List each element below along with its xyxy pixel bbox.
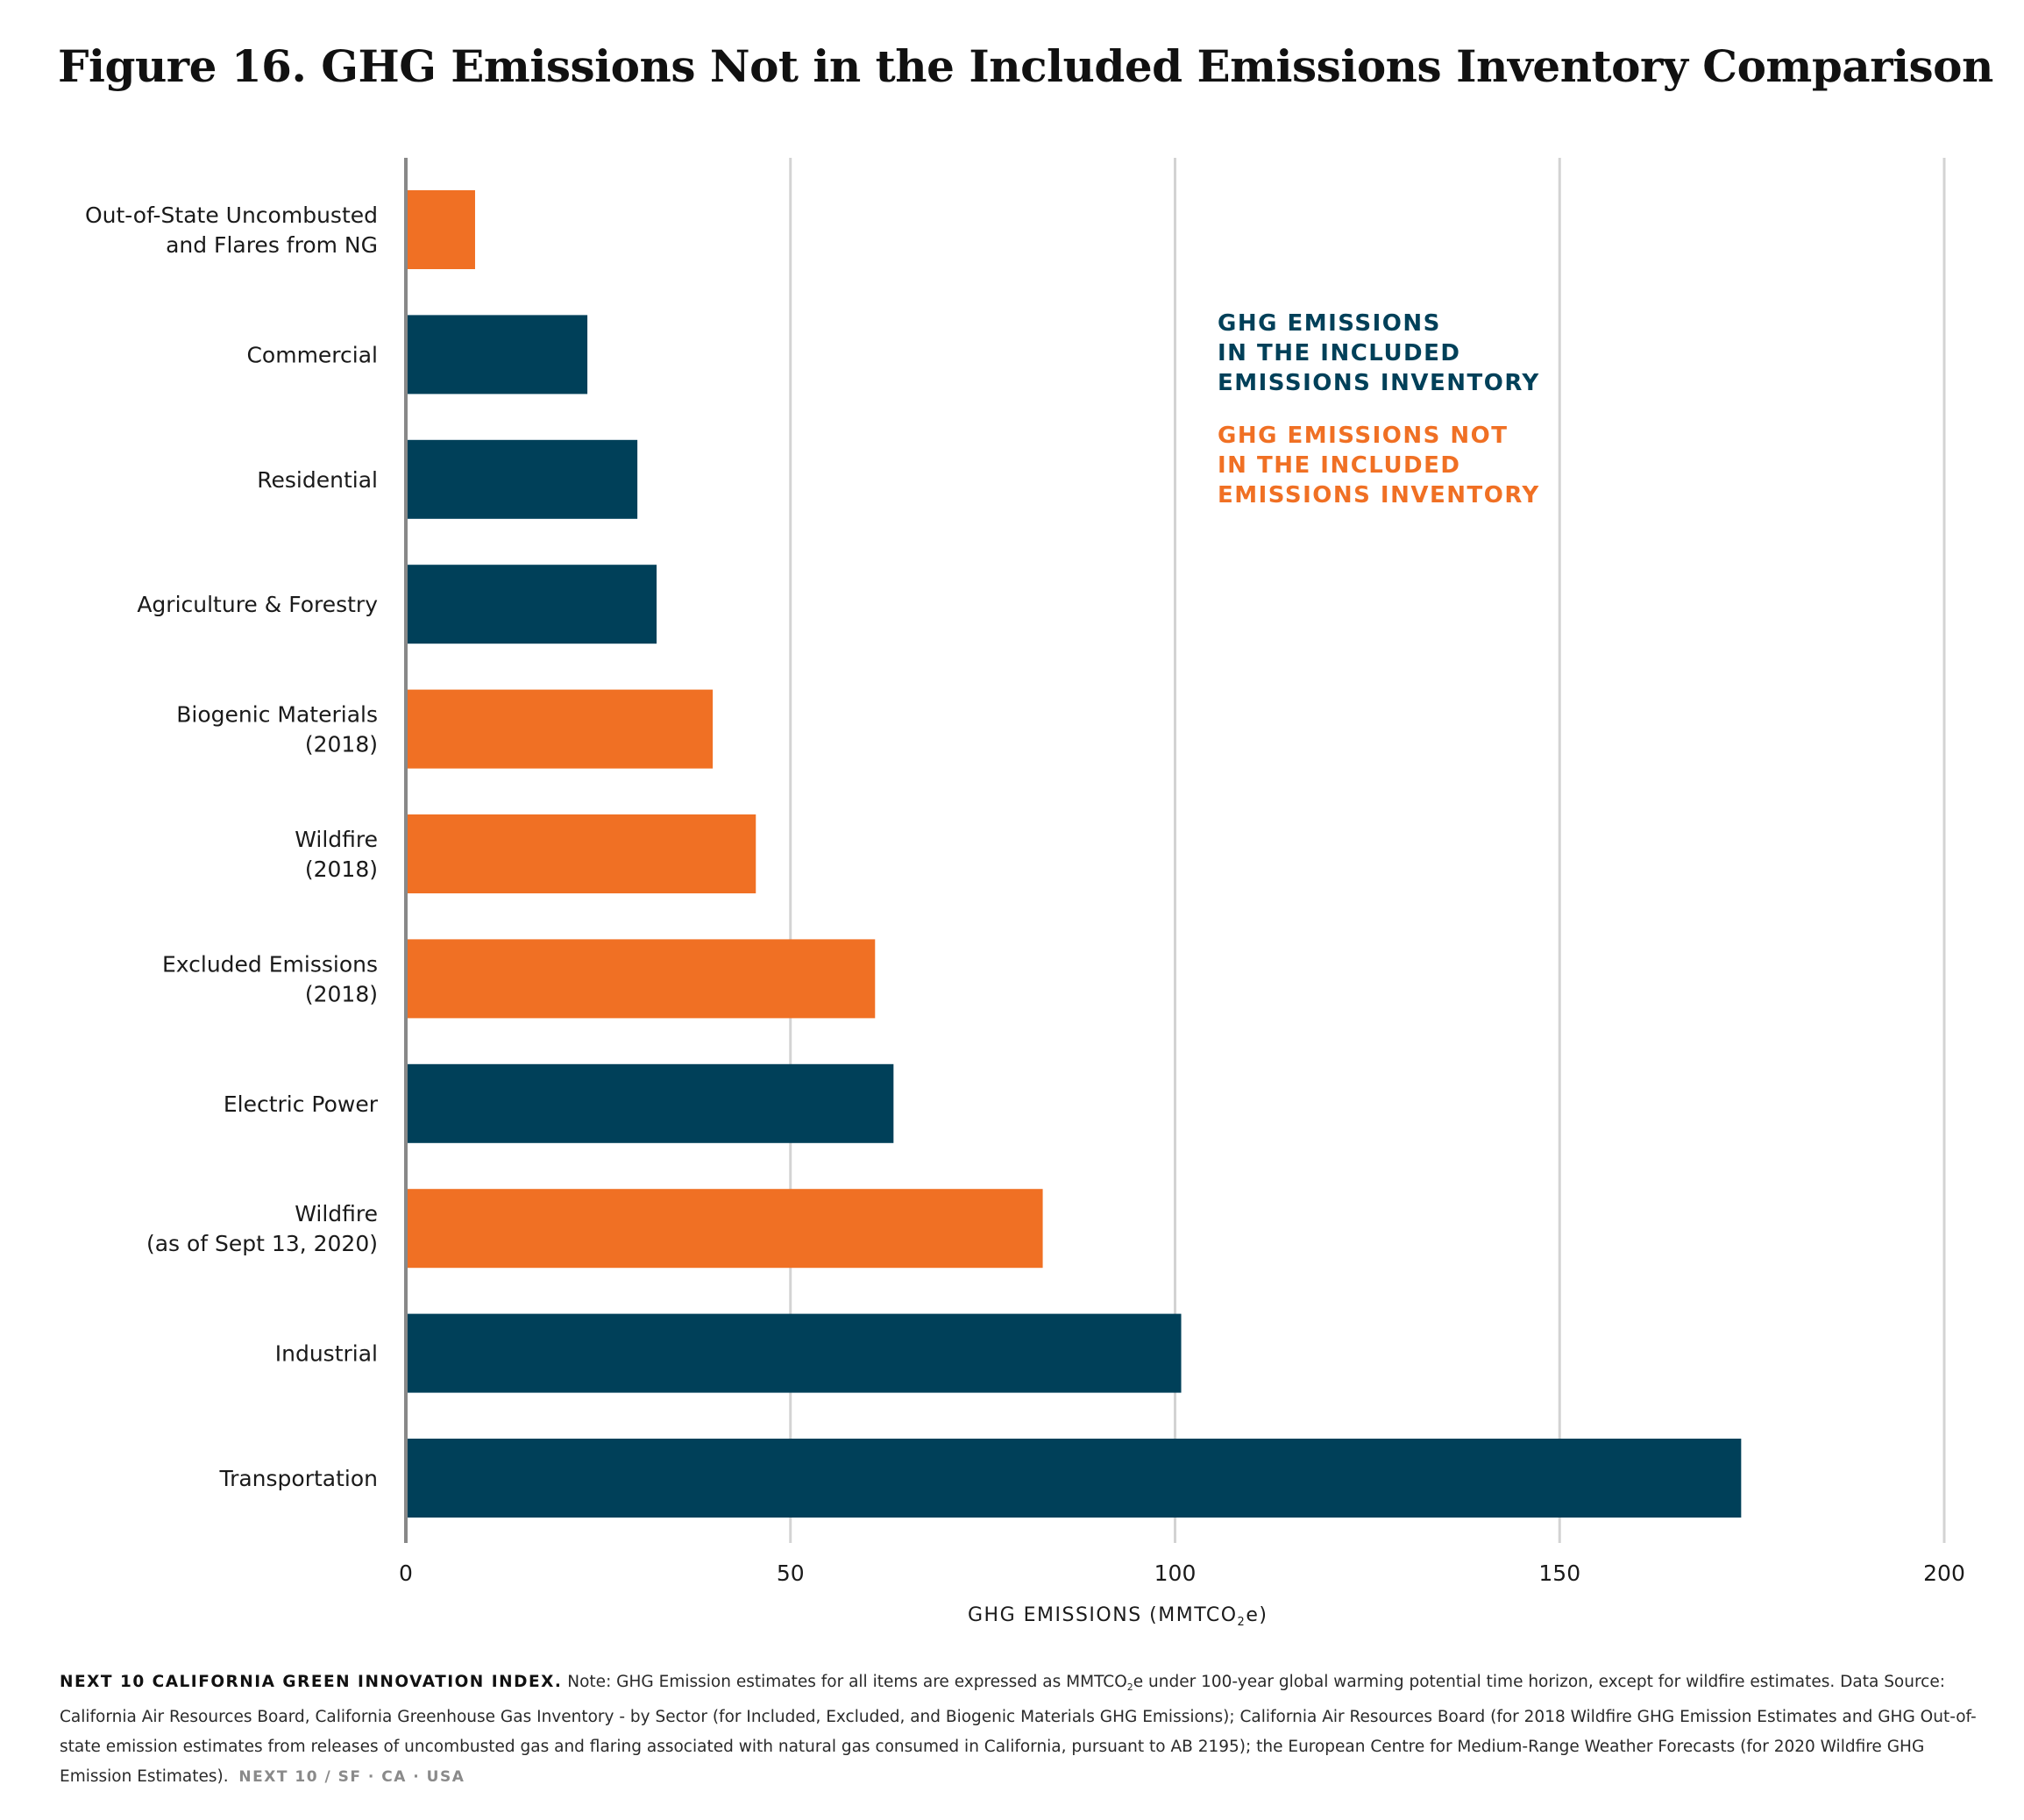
legend-included-series: GHG EMISSIONS IN THE INCLUDED EMISSIONS … [1218, 310, 1540, 396]
category-label: Transportation [218, 1466, 378, 1491]
bar [406, 565, 657, 644]
x-tick-label: 150 [1538, 1561, 1580, 1586]
x-tick-label: 50 [777, 1561, 805, 1586]
category-label: Biogenic Materials (2018) [176, 702, 378, 757]
bar [406, 1439, 1742, 1518]
category-label: Wildfire (as of Sept 13, 2020) [146, 1201, 378, 1256]
legend: GHG EMISSIONS IN THE INCLUDED EMISSIONS … [1218, 309, 1586, 533]
footnote-brand: NEXT 10 / SF · CA · USA [238, 1768, 465, 1786]
category-label: Residential [257, 467, 378, 493]
grid-lines [789, 158, 1946, 1543]
bar [406, 814, 756, 893]
legend-not-included-series: GHG EMISSIONS NOT IN THE INCLUDED EMISSI… [1218, 423, 1540, 508]
source-footnote: NEXT 10 CALIFORNIA GREEN INNOVATION INDE… [60, 1673, 1977, 1786]
x-tick-label: 0 [399, 1561, 413, 1586]
x-axis-title: GHG EMISSIONS (MMTCO2e) [968, 1604, 1268, 1629]
bar [406, 315, 588, 395]
x-tick-label: 100 [1154, 1561, 1197, 1586]
x-tick-label: 200 [1923, 1561, 1965, 1586]
category-label: Electric Power [224, 1091, 379, 1117]
bar [406, 1189, 1043, 1269]
category-label: Commercial [246, 342, 378, 367]
bar-chart: Out-of-State Uncombusted and Flares from … [85, 158, 1965, 1586]
category-label: Wildfire (2018) [295, 827, 378, 882]
category-label: Industrial [275, 1341, 378, 1367]
bar [406, 689, 714, 769]
category-label: Agriculture & Forestry [137, 592, 378, 617]
bar [406, 1313, 1182, 1393]
bar [406, 939, 876, 1019]
category-labels: Out-of-State Uncombusted and Flares from … [85, 203, 379, 1491]
chart-title: Figure 16. GHG Emissions Not in the Incl… [58, 40, 1993, 92]
bar [406, 190, 475, 269]
bar [406, 1063, 894, 1143]
footnote-org: NEXT 10 CALIFORNIA GREEN INNOVATION INDE… [60, 1673, 563, 1691]
x-tick-labels: 0 50 100 150 200 [399, 1561, 1965, 1586]
bars [406, 190, 1742, 1518]
bar [406, 439, 638, 519]
category-label: Out-of-State Uncombusted and Flares from … [85, 203, 378, 258]
category-label: Excluded Emissions (2018) [162, 951, 378, 1006]
